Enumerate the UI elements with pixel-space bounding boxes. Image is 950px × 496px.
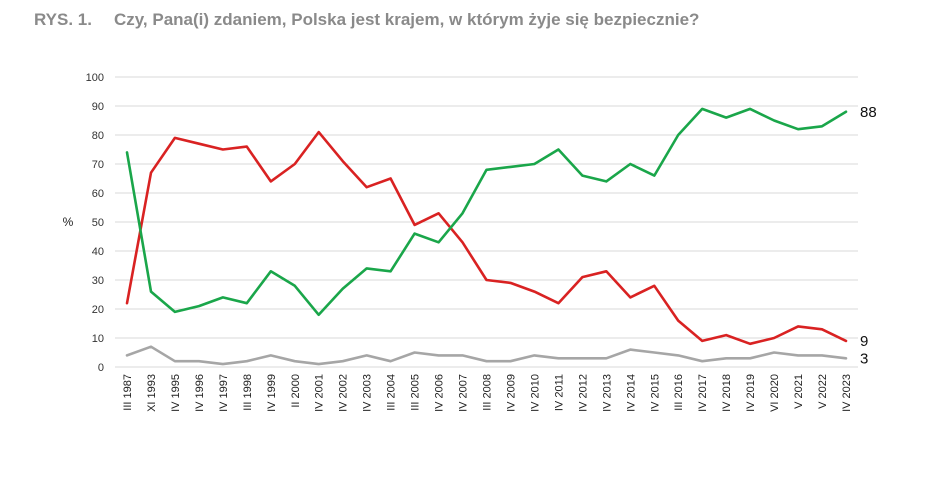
y-tick-label: 60 <box>92 188 104 200</box>
x-tick-label: III 1987 <box>122 374 134 411</box>
end-value-label: 3 <box>860 350 868 367</box>
x-tick-label: V 2021 <box>793 374 805 409</box>
y-tick-label: 10 <box>92 333 104 345</box>
x-tick-label: IV 1997 <box>218 374 230 412</box>
x-tick-label: IV 2003 <box>362 374 374 412</box>
x-tick-label: IV 2012 <box>577 374 589 412</box>
x-tick-label: IV 2006 <box>434 374 446 412</box>
x-tick-label: IV 2015 <box>649 374 661 412</box>
series-line <box>125 345 848 366</box>
x-tick-label: V 2022 <box>817 374 829 409</box>
x-tick-label: IV 2007 <box>458 374 470 412</box>
x-tick-label: IV 2023 <box>841 374 853 412</box>
x-tick-label: IV 2001 <box>314 374 326 412</box>
y-tick-label: 40 <box>92 246 104 258</box>
x-tick-label: IV 2013 <box>601 374 613 412</box>
y-tick-label: 90 <box>92 101 104 113</box>
x-tick-label: IV 2018 <box>721 374 733 412</box>
x-tick-label: XI 1993 <box>146 374 158 412</box>
x-tick-label: IV 1996 <box>194 374 206 412</box>
x-tick-label: IV 1999 <box>266 374 278 412</box>
x-tick-label: II 2000 <box>290 374 302 408</box>
x-tick-label: IV 2002 <box>338 374 350 412</box>
x-tick-label: IV 2009 <box>505 374 517 412</box>
y-tick-label: 80 <box>92 130 104 142</box>
series-line <box>125 130 848 346</box>
y-tick-label: 100 <box>86 72 104 84</box>
series-line <box>125 107 848 317</box>
x-tick-label: IV 2014 <box>625 374 637 412</box>
x-tick-label: VI 2020 <box>769 374 781 412</box>
x-tick-label: IV 2011 <box>553 374 565 411</box>
x-tick-label: III 2008 <box>482 374 494 411</box>
end-value-label: 9 <box>860 333 868 350</box>
chart-title: RYS. 1. Czy, Pana(i) zdaniem, Polska jest… <box>34 10 699 30</box>
y-tick-label: 70 <box>92 159 104 171</box>
x-tick-label: III 1998 <box>242 374 254 411</box>
end-value-label: 88 <box>860 104 877 121</box>
figure-question: Czy, Pana(i) zdaniem, Polska jest krajem… <box>113 10 700 29</box>
x-tick-label: III 2016 <box>673 374 685 411</box>
y-tick-label: 20 <box>92 304 104 316</box>
x-tick-label: III 2004 <box>386 374 398 411</box>
x-tick-label: III 2005 <box>410 374 422 411</box>
y-tick-label: 30 <box>92 275 104 287</box>
x-tick-label: IV 2017 <box>697 374 709 412</box>
x-tick-label: IV 2010 <box>529 374 541 412</box>
y-tick-label: 0 <box>98 362 104 374</box>
x-tick-label: IV 2019 <box>745 374 757 412</box>
y-axis-label: % <box>63 215 74 229</box>
y-tick-label: 50 <box>92 217 104 229</box>
x-tick-label: IV 1995 <box>170 374 182 412</box>
figure-number: RYS. 1. <box>34 10 92 29</box>
